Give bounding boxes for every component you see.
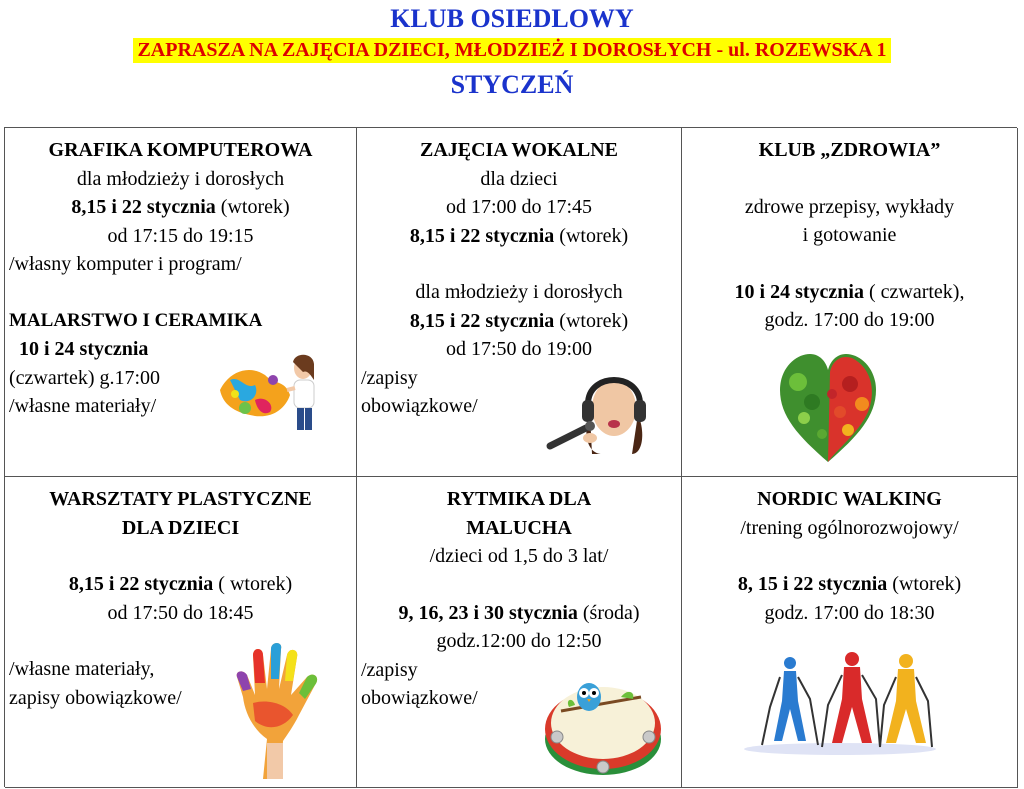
activity-time: godz.12:00 do 12:50: [436, 630, 602, 652]
activity-audience: dla dzieci: [480, 167, 558, 190]
activity-title: ZAJĘCIA WOKALNE: [419, 139, 618, 161]
schedule-table: GRAFIKA KOMPUTEROWA dla młodzieży i doro…: [4, 127, 1018, 788]
activity-dates: 8,15 i 22 stycznia ( wtorek): [5, 570, 356, 599]
activity-note-2: obowiązkowe/: [361, 687, 478, 709]
dates-bold: 8,15 i 22 stycznia: [409, 224, 555, 247]
sub-activity-title: MALARSTWO I CERAMIKA: [9, 309, 263, 331]
activity-title-2: MALUCHA: [466, 516, 572, 539]
subtitle-text: ZAPRASZA NA ZAJĘCIA DZIECI, MŁODZIEŻ I D…: [133, 38, 891, 63]
activity-title-2: DLA DZIECI: [121, 516, 240, 539]
cell-rytmika: RYTMIKA DLA MALUCHA /dzieci od 1,5 do 3 …: [357, 477, 682, 788]
activity-note-2: obowiązkowe/: [361, 395, 478, 417]
dates-day: (wtorek): [554, 309, 629, 332]
activity-age: /dzieci od 1,5 do 3 lat/: [429, 545, 609, 567]
activity-audience: dla młodzieży i dorosłych: [76, 167, 285, 190]
activity-note: /zapisy: [361, 366, 418, 389]
activity-note: /własny komputer i program/: [9, 253, 242, 275]
dates-bold: 8,15 i 22 stycznia: [71, 196, 216, 218]
dates-day: ( czwartek),: [863, 280, 965, 303]
poster-title: KLUB OSIEDLOWY: [390, 4, 634, 33]
cell-warsztaty-plastyczne: WARSZTATY PLASTYCZNE DLA DZIECI 8,15 i 2…: [5, 477, 357, 788]
activity-time: od 17:00 do 17:45: [445, 196, 593, 218]
activity-dates: 10 i 24 stycznia ( czwartek),: [682, 278, 1017, 307]
activity-title: GRAFIKA KOMPUTEROWA: [48, 139, 313, 161]
nordic-walkers-image: [744, 652, 936, 755]
activity-dates: 8,15 i 22 stycznia (wtorek): [357, 222, 681, 251]
dates-bold: 10 i 24 stycznia: [734, 280, 864, 303]
dates-bold: 9, 16, 23 i 30 stycznia: [398, 601, 578, 624]
painted-hand-image: [236, 643, 318, 779]
sub-activity-dates: 10 i 24 stycznia: [19, 338, 149, 360]
activity-title: NORDIC WALKING: [757, 488, 942, 510]
subtitle-banner: ZAPRASZA NA ZAJĘCIA DZIECI, MŁODZIEŻ I D…: [0, 38, 1024, 63]
activity-desc: zdrowe przepisy, wykłady: [744, 195, 955, 218]
tambourine-image: [545, 683, 661, 775]
cell-grafika-komputerowa: GRAFIKA KOMPUTEROWA dla młodzieży i doro…: [5, 128, 357, 477]
month-heading: STYCZEŃ: [450, 70, 574, 99]
activity-title: KLUB „ZDROWIA”: [758, 139, 941, 161]
activity-time: od 17:50 do 18:45: [107, 601, 254, 624]
dates-day: (środa): [577, 601, 640, 624]
activity-dates: 8, 15 i 22 stycznia (wtorek): [682, 570, 1017, 599]
vegetable-heart-image: [780, 354, 876, 462]
sub-activity-note: /własne materiały/: [9, 395, 157, 417]
activity-time: godz. 17:00 do 19:00: [764, 309, 935, 331]
dates-day: (wtorek): [887, 573, 962, 595]
activity-time: od 17:15 do 19:15: [107, 224, 254, 247]
activity-note: /zapisy: [361, 658, 418, 681]
dates-day: (wtorek): [554, 224, 629, 247]
activity-dates-2: 8,15 i 22 stycznia (wtorek): [357, 307, 681, 336]
singer-girl-image: [546, 377, 646, 454]
activity-audience-2: dla młodzieży i dorosłych: [415, 281, 623, 303]
activity-time-2: od 17:50 do 19:00: [445, 338, 593, 360]
dates-bold: 8,15 i 22 stycznia: [409, 309, 555, 332]
activity-time: godz. 17:00 do 18:30: [764, 601, 935, 624]
activity-note-2: zapisy obowiązkowe/: [9, 686, 182, 709]
cell-nordic-walking: NORDIC WALKING /trening ogólnorozwojowy/…: [682, 477, 1018, 788]
dates-day: (wtorek): [215, 196, 290, 218]
activity-desc-2: i gotowanie: [802, 224, 897, 246]
sub-activity-day: (czwartek) g.17:00: [9, 366, 161, 389]
dates-bold: 8,15 i 22 stycznia: [68, 573, 214, 595]
activity-title: WARSZTATY PLASTYCZNE: [49, 488, 312, 510]
dates-bold: 8, 15 i 22 stycznia: [737, 573, 888, 595]
cell-klub-zdrowia: KLUB „ZDROWIA” zdrowe przepisy, wykłady …: [682, 128, 1018, 477]
painting-girl-image: [220, 354, 315, 430]
dates-day: ( wtorek): [213, 573, 293, 595]
activity-dates: 8,15 i 22 stycznia (wtorek): [5, 193, 356, 222]
activity-dates: 9, 16, 23 i 30 stycznia (środa): [357, 599, 681, 628]
activity-desc: /trening ogólnorozwojowy/: [740, 516, 959, 539]
activity-note: /własne materiały,: [9, 658, 155, 680]
cell-zajecia-wokalne: ZAJĘCIA WOKALNE dla dzieci od 17:00 do 1…: [357, 128, 682, 477]
activity-title: RYTMIKA DLA: [446, 488, 592, 510]
